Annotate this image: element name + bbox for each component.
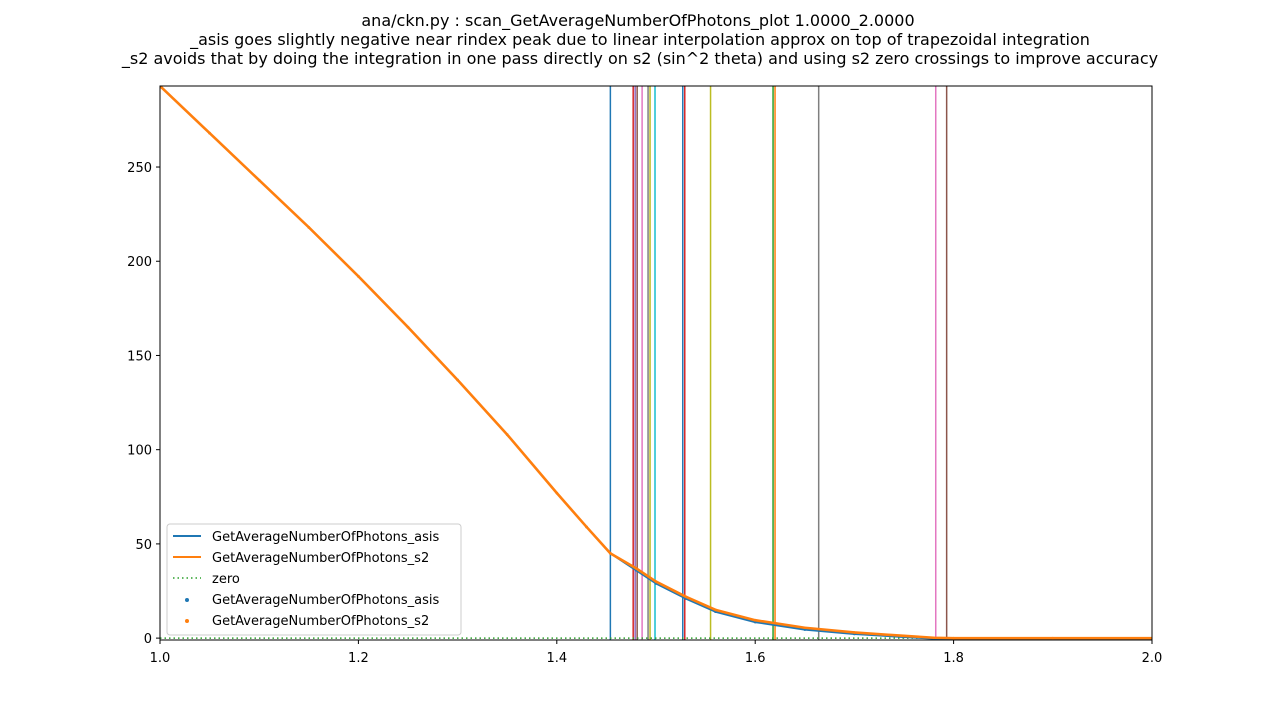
series-1-point-19: [932, 636, 936, 640]
title-line-1: ana/ckn.py : scan_GetAverageNumberOfPhot…: [361, 11, 914, 31]
series-1-point-3: [307, 226, 311, 229]
x-tick-label-5: 2.0: [1142, 651, 1163, 666]
y-tick-label-0: 0: [144, 632, 152, 647]
legend-swatch-4: [185, 619, 189, 623]
legend: GetAverageNumberOfPhotons_asis GetAverage…: [166, 523, 462, 636]
x-tick-label-0: 1.0: [150, 651, 171, 666]
chart-title: ana/ckn.py : scan_GetAverageNumberOfPhot…: [121, 11, 1158, 69]
x-tick-label-3: 1.6: [745, 651, 766, 666]
series-1-point-10: [609, 552, 612, 555]
series-1-point-7: [505, 433, 509, 436]
series-1-point-17: [853, 631, 856, 634]
series-lines: [160, 86, 1152, 640]
x-tick-label-2: 1.4: [546, 651, 567, 666]
title-line-2: _asis goes slightly negative near rindex…: [189, 30, 1090, 50]
series-1-point-9: [585, 525, 588, 529]
legend-box: [166, 523, 462, 636]
x-axis: 1.0 1.2 1.4 1.6 1.8 2.0: [150, 640, 1163, 666]
series-1-point-12: [654, 580, 658, 583]
series-1-point-5: [406, 325, 410, 329]
legend-label-1: GetAverageNumberOfPhotons_s2: [212, 551, 429, 566]
x-tick-label-1: 1.2: [348, 651, 369, 666]
y-tick-label-1: 50: [135, 538, 152, 553]
y-tick-label-2: 100: [127, 444, 152, 459]
series-1-point-2: [257, 178, 261, 182]
series-1-point-1: [208, 131, 211, 135]
title-line-3: _s2 avoids that by doing the integration…: [121, 49, 1158, 69]
legend-label-4: GetAverageNumberOfPhotons_s2: [212, 614, 429, 629]
legend-label-3: GetAverageNumberOfPhotons_asis: [212, 593, 440, 608]
series-1-point-20: [952, 636, 955, 640]
series-1-point-4: [357, 275, 360, 278]
legend-swatch-3: [185, 598, 189, 602]
y-tick-label-3: 150: [127, 349, 152, 364]
series-1-point-21: [1051, 636, 1055, 640]
series-1-point-8: [555, 491, 559, 495]
vertical-lines: [609, 86, 948, 640]
series-1-point-15: [753, 618, 757, 622]
series-1-point-16: [803, 626, 807, 630]
series-1-point-6: [456, 378, 459, 382]
legend-label-2: zero: [212, 572, 240, 587]
series-1-point-13: [684, 595, 688, 598]
plot-frame: [159, 85, 1153, 641]
series-1-point-11: [634, 567, 638, 570]
y-tick-label-4: 200: [127, 255, 152, 270]
legend-label-0: GetAverageNumberOfPhotons_asis: [212, 530, 440, 545]
y-tick-label-5: 250: [127, 161, 152, 176]
series-1-point-18: [902, 634, 906, 638]
series-1-point-14: [714, 608, 717, 612]
x-tick-label-4: 1.8: [943, 651, 964, 666]
y-axis: 0 50 100 150 200 250: [127, 161, 160, 647]
